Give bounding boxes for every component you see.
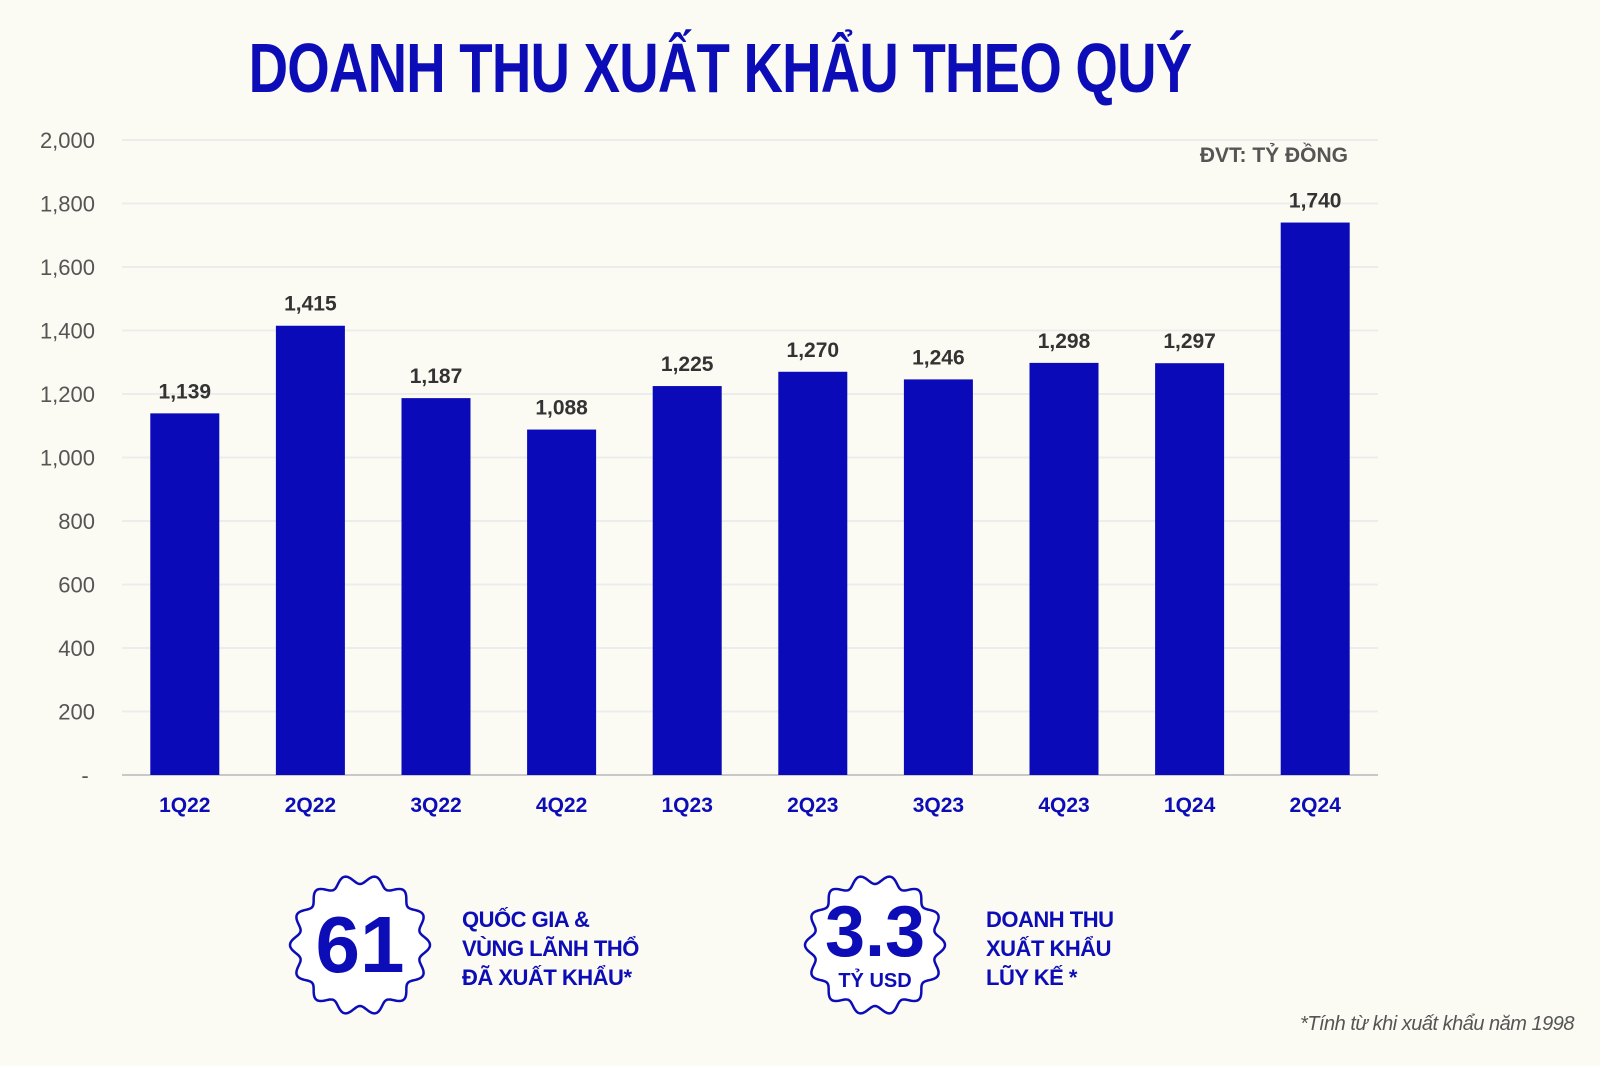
x-tick-label: 1Q23 xyxy=(662,794,713,817)
x-tick-label: 4Q23 xyxy=(1038,794,1089,817)
data-label: 1,187 xyxy=(410,365,463,388)
x-tick-label: 3Q23 xyxy=(913,794,964,817)
scalloped-badge-icon xyxy=(803,875,947,1015)
y-tick-label: 1,800 xyxy=(40,192,95,217)
y-tick-label: 2,000 xyxy=(40,128,95,153)
bar xyxy=(652,386,722,775)
bar xyxy=(150,413,220,775)
bar xyxy=(275,325,345,775)
stat-description-revenue: DOANH THU XUẤT KHẨU LŨY KẾ * xyxy=(986,905,1114,992)
y-tick-label: 1,200 xyxy=(40,382,95,407)
unit-label: ĐVT: TỶ ĐỒNG xyxy=(1199,144,1348,167)
stat-line: DOANH THU xyxy=(986,907,1114,932)
data-label: 1,297 xyxy=(1163,330,1216,353)
stat-line: VÙNG LÃNH THỔ xyxy=(462,936,639,961)
badge-revenue: 3.3 TỶ USD xyxy=(800,870,950,1020)
x-tick-label: 4Q22 xyxy=(536,794,587,817)
chart-title: DOANH THU XUẤT KHẨU THEO QUÝ xyxy=(248,29,1193,107)
stat-line: LŨY KẾ * xyxy=(986,965,1077,990)
stat-line: XUẤT KHẨU xyxy=(986,936,1112,961)
data-label: 1,298 xyxy=(1038,330,1091,353)
y-tick-label: 600 xyxy=(58,573,95,598)
data-label: 1,415 xyxy=(284,293,337,316)
data-label: 1,088 xyxy=(535,397,588,420)
bar xyxy=(1280,222,1350,776)
stat-value: 61 xyxy=(315,900,405,989)
bar xyxy=(903,379,973,775)
badge-countries: 61 xyxy=(285,870,435,1020)
bar xyxy=(1155,363,1225,775)
stat-description-countries: QUỐC GIA & VÙNG LÃNH THỔ ĐÃ XUẤT KHẨU* xyxy=(462,905,639,992)
y-tick-label: - xyxy=(81,763,88,788)
footnote: *Tính từ khi xuất khẩu năm 1998 xyxy=(1299,1013,1575,1035)
data-label: 1,246 xyxy=(912,346,965,369)
y-tick-label: 800 xyxy=(58,509,95,534)
stat-sublabel: TỶ USD xyxy=(838,970,912,992)
x-tick-label: 2Q22 xyxy=(285,794,336,817)
bar xyxy=(527,429,597,775)
x-tick-label: 2Q23 xyxy=(787,794,838,817)
data-label: 1,139 xyxy=(159,380,212,403)
bar xyxy=(778,371,848,775)
x-tick-label: 3Q22 xyxy=(410,794,461,817)
x-tick-label: 2Q24 xyxy=(1290,794,1342,817)
data-label: 1,225 xyxy=(661,353,714,376)
y-tick-label: 1,600 xyxy=(40,255,95,280)
y-tick-label: 1,000 xyxy=(40,446,95,471)
stat-value: 3.3 xyxy=(824,892,926,972)
y-tick-label: 1,400 xyxy=(40,319,95,344)
data-label: 1,270 xyxy=(787,339,840,362)
data-label: 1,740 xyxy=(1289,190,1342,213)
stat-line: ĐÃ XUẤT KHẨU* xyxy=(462,965,632,990)
x-tick-label: 1Q24 xyxy=(1164,794,1216,817)
y-tick-label: 200 xyxy=(58,700,95,725)
x-tick-label: 1Q22 xyxy=(159,794,210,817)
bar-chart: - 200 400 600 800 1,000 1,200 1,400 1,600 1,800 2,… xyxy=(40,128,1378,817)
bar xyxy=(401,398,471,775)
y-tick-label: 400 xyxy=(58,636,95,661)
scalloped-badge-icon xyxy=(288,875,432,1015)
bar xyxy=(1029,362,1099,775)
stat-line: QUỐC GIA & xyxy=(462,907,590,932)
